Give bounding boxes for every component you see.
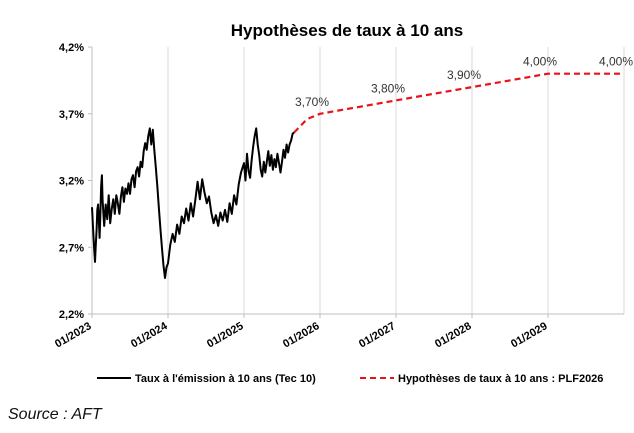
- source-note: Source : AFT: [8, 406, 102, 423]
- chart-svg: Hypothèses de taux à 10 ans 2,2% 2,7% 3,2%…: [53, 21, 633, 385]
- x-tick-label: 01/2027: [357, 320, 397, 350]
- x-tick-label: 01/2026: [281, 320, 321, 350]
- series-lines: [91, 72, 624, 279]
- legend: Taux à l'émission à 10 ans (Tec 10) Hypot…: [97, 373, 603, 385]
- axes: 2,2% 2,7% 3,2% 3,7% 4,2% 01/2023 01/2024 01/202…: [53, 42, 624, 350]
- y-tick-label: 3,7%: [59, 109, 84, 121]
- series-line-tec10: [91, 127, 295, 279]
- y-tick-label: 2,7%: [59, 242, 84, 254]
- x-tick-label: 01/2024: [129, 320, 170, 351]
- x-tick-label: 01/2023: [53, 320, 93, 350]
- data-label: 4,00%: [599, 55, 633, 69]
- chart: Hypothèses de taux à 10 ans 2,2% 2,7% 3,2%…: [53, 21, 633, 385]
- legend-label: Hypothèses de taux à 10 ans : PLF2026: [398, 373, 603, 385]
- y-tick-label: 3,2%: [59, 176, 84, 188]
- data-label: 3,70%: [295, 95, 329, 109]
- x-tick-label: 01/2025: [205, 320, 245, 350]
- chart-title: Hypothèses de taux à 10 ans: [231, 21, 463, 40]
- data-label: 3,80%: [371, 81, 405, 95]
- data-labels: 3,70% 3,80% 3,90% 4,00% 4,00%: [295, 55, 633, 109]
- x-tick-label: 01/2029: [509, 320, 549, 350]
- legend-label: Taux à l'émission à 10 ans (Tec 10): [135, 373, 316, 385]
- y-tick-label: 4,2%: [59, 42, 84, 54]
- series-line-plf2026: [293, 72, 624, 134]
- y-tick-label: 2,2%: [59, 309, 84, 321]
- x-tick-label: 01/2028: [433, 320, 473, 350]
- data-label: 4,00%: [523, 55, 557, 69]
- data-label: 3,90%: [447, 68, 481, 82]
- grid-lines: [91, 47, 625, 314]
